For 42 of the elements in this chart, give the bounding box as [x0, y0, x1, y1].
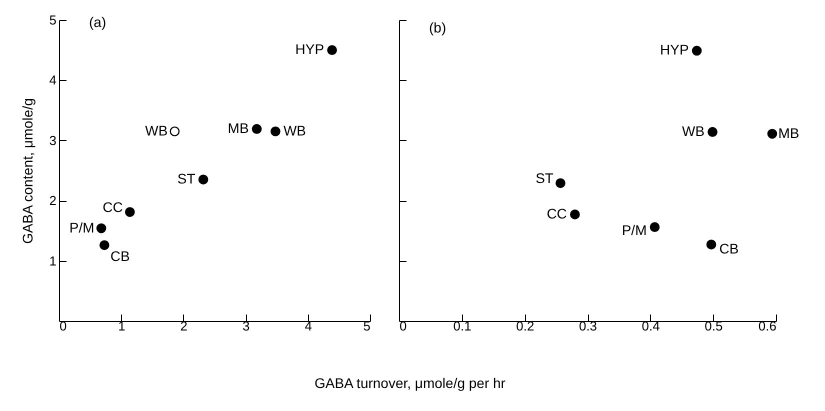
series-label: CC — [546, 205, 567, 222]
series-label: WB — [283, 122, 306, 138]
series-label: ST — [177, 170, 196, 187]
y-tick-label: 1 — [49, 253, 56, 268]
y-tick-label: 2 — [49, 193, 56, 208]
point — [170, 126, 180, 136]
point — [327, 45, 337, 56]
series-label: HYP — [295, 41, 324, 58]
series-label: MB — [228, 120, 249, 136]
series-label: P/M — [622, 222, 647, 238]
point — [708, 127, 718, 137]
point — [124, 207, 135, 217]
y-axis-title: GABA content, μmole/g — [19, 98, 36, 244]
series-label: HYP — [660, 42, 689, 58]
x-tick-label: 0.4 — [642, 318, 660, 334]
series-label: MB — [778, 124, 800, 141]
series-label: CB — [110, 248, 130, 264]
y-tick-label: 5 — [49, 12, 56, 28]
x-tick-label: 1 — [118, 318, 126, 334]
y-tick-label: 4 — [49, 72, 56, 88]
series-label: CC — [102, 199, 123, 216]
series-label: WB — [145, 122, 168, 138]
point — [198, 174, 208, 184]
point — [270, 126, 280, 136]
series-label: CB — [719, 240, 739, 257]
point — [96, 223, 106, 234]
point — [650, 222, 660, 232]
y-tick-label: 3 — [49, 132, 56, 148]
series-label: WB — [682, 122, 705, 139]
series-label: P/M — [69, 219, 94, 236]
chart-title: (a) — [89, 14, 106, 30]
point — [767, 128, 778, 139]
chart-title: (b) — [429, 20, 446, 36]
point — [692, 46, 702, 56]
point — [556, 178, 566, 188]
point — [570, 210, 580, 220]
point — [99, 240, 110, 250]
series-label: ST — [536, 170, 554, 186]
x-tick-label: 4 — [304, 318, 312, 334]
point — [252, 124, 262, 134]
point — [706, 240, 716, 250]
x-axis-title: GABA turnover, μmole/g per hr — [314, 375, 506, 391]
